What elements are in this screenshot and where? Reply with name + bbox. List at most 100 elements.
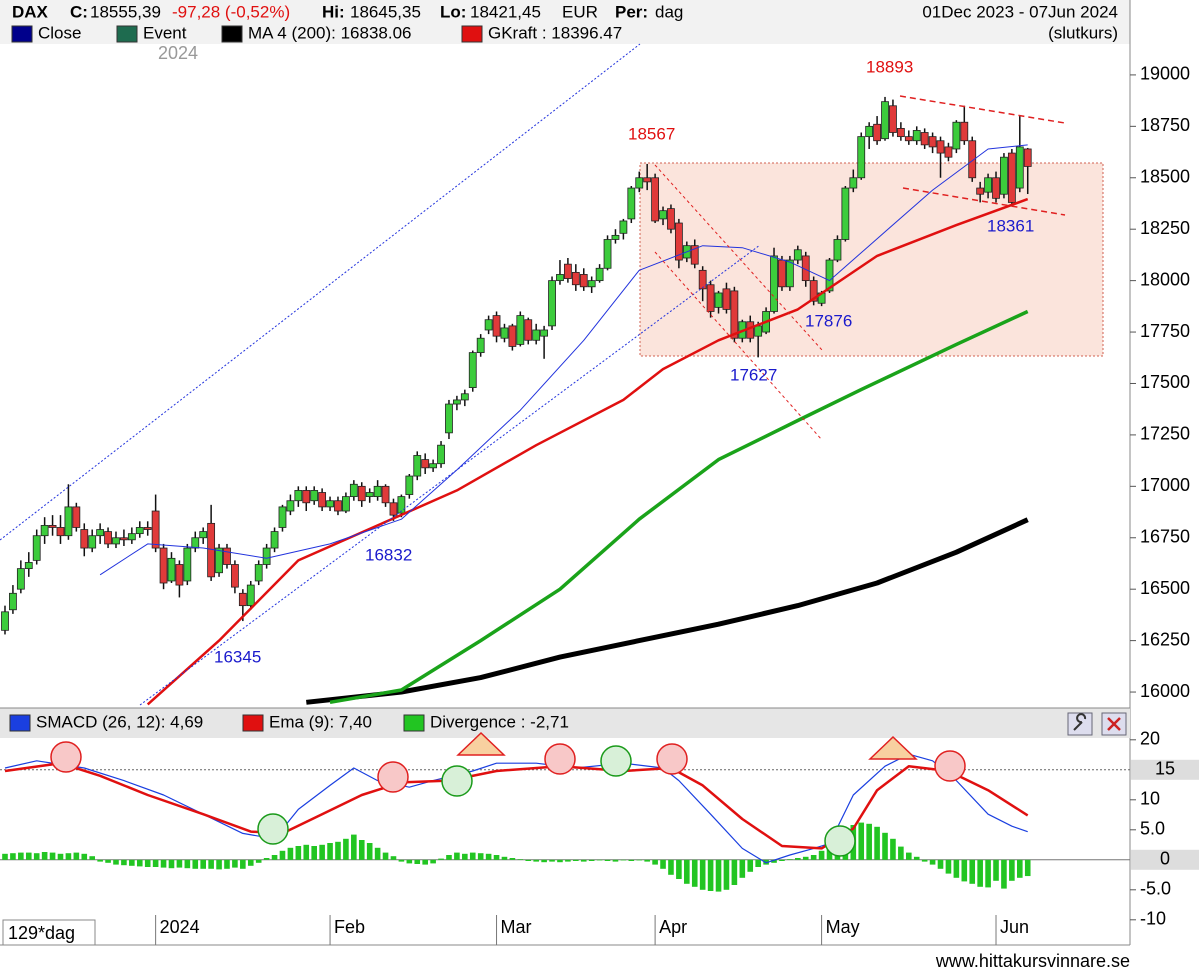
candle-body — [278, 506, 287, 528]
candle-body — [556, 274, 564, 282]
histogram-bar — [676, 859, 682, 879]
candle-body — [706, 284, 715, 312]
y-tick-label: -5.0 — [1140, 879, 1171, 899]
candle-body — [175, 564, 184, 586]
candle-body — [722, 288, 731, 310]
hi-label: Hi: — [322, 2, 345, 21]
histogram-bar — [874, 826, 880, 860]
histogram-bar — [1024, 859, 1031, 877]
histogram-bar — [295, 846, 302, 860]
histogram-bar — [699, 859, 706, 890]
y-tick-label: 16750 — [1140, 527, 1190, 547]
buy-signal — [257, 813, 289, 845]
histogram-bar — [263, 858, 270, 860]
histogram-bar — [446, 855, 452, 860]
x-tick-label: 2024 — [160, 917, 200, 937]
candle-body — [960, 121, 969, 142]
histogram-bar — [2, 853, 8, 860]
annotation: 17627 — [730, 365, 777, 384]
histogram-bar — [422, 859, 428, 865]
candle-body — [405, 475, 414, 495]
histogram-bar — [168, 859, 175, 869]
y-tick-label: 20 — [1140, 729, 1160, 749]
candle-body — [318, 492, 327, 508]
candle-body — [532, 329, 541, 341]
candle-body — [1, 611, 9, 631]
histogram-bar — [612, 859, 619, 862]
histogram-bar — [580, 859, 587, 862]
histogram-bar — [208, 859, 214, 869]
histogram-bar — [573, 859, 579, 861]
histogram-bar — [493, 855, 500, 860]
x-tick-label: Apr — [659, 917, 687, 937]
signal-markers — [50, 731, 966, 793]
candle-body — [246, 584, 255, 607]
histogram-bar — [224, 859, 230, 869]
histogram-bar — [660, 859, 666, 869]
histogram-bar — [779, 859, 785, 861]
histogram-bar — [144, 859, 151, 867]
date-range: 01Dec 2023 - 07Jun 2024 — [922, 2, 1118, 21]
y-tick-label: 16000 — [1140, 681, 1190, 701]
candle-body — [627, 187, 636, 220]
candle-body — [135, 527, 144, 535]
annotation: 16345 — [214, 647, 261, 666]
candle-body — [674, 222, 683, 261]
candle-body — [587, 280, 596, 288]
histogram-bar — [644, 859, 650, 862]
legend-swatch — [116, 25, 138, 43]
histogram-bar — [993, 859, 999, 881]
wrench-icon — [1073, 713, 1087, 731]
candle-body — [349, 483, 358, 498]
candle-body — [881, 101, 889, 140]
sell-signal — [377, 761, 409, 793]
candle-body — [667, 208, 675, 230]
candle-body — [1007, 152, 1016, 203]
histogram-bar — [240, 859, 246, 869]
histogram-bar — [271, 855, 278, 860]
trendline — [902, 187, 1066, 216]
histogram-bar — [668, 859, 674, 875]
histogram-bar — [335, 841, 341, 860]
histogram-bar — [945, 859, 952, 874]
histogram-bar — [588, 859, 595, 861]
histogram-bar — [906, 852, 912, 860]
candle-body — [397, 496, 406, 514]
histogram-bar — [501, 856, 508, 860]
histogram-bar — [557, 859, 563, 863]
histogram-bar — [969, 859, 976, 884]
legend-swatch — [221, 25, 243, 43]
candle-body — [429, 463, 438, 469]
histogram-bar — [541, 859, 547, 863]
sell-signal — [656, 743, 688, 775]
legend-swatch — [242, 714, 264, 732]
candle-body — [231, 564, 239, 588]
histogram-bar — [113, 859, 119, 865]
histogram-bar — [462, 853, 468, 860]
histogram-bar — [192, 859, 199, 869]
histogram-bar — [477, 853, 484, 860]
histogram-bar — [961, 859, 968, 882]
y-tick-label: 19000 — [1140, 64, 1190, 84]
histogram-bar — [565, 859, 571, 862]
candle-body — [579, 274, 588, 288]
candle-body — [215, 547, 223, 574]
y-tick-label: -10 — [1140, 909, 1166, 929]
histogram-bar — [913, 856, 920, 860]
candle-body — [286, 500, 295, 512]
candle-body — [270, 531, 279, 549]
y-tick-label: 17500 — [1140, 372, 1190, 392]
histogram-bar — [810, 855, 817, 860]
lo-label: Lo: — [440, 2, 466, 21]
histogram-bar — [596, 859, 603, 861]
candle-body — [373, 485, 382, 498]
y-tick-label: 17250 — [1140, 424, 1190, 444]
histogram-bar — [382, 852, 389, 860]
candle-body — [223, 547, 231, 565]
histogram-bar — [929, 859, 936, 865]
candle-body — [167, 557, 176, 582]
candle-body — [365, 492, 374, 498]
candle-body — [120, 537, 128, 541]
